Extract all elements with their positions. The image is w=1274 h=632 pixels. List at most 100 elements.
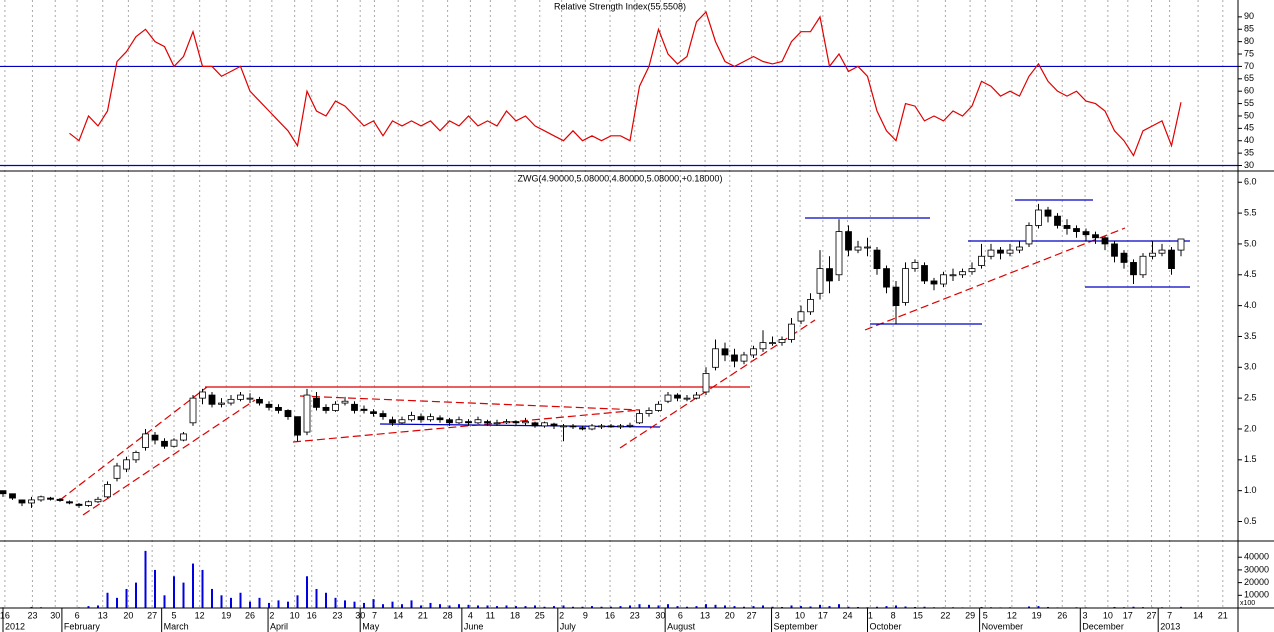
volume-bar — [211, 588, 213, 608]
x-tick-label: 30 — [655, 610, 665, 620]
volume-bar — [372, 599, 375, 608]
volume-bar — [809, 606, 812, 608]
volume-bar — [363, 602, 365, 608]
volume-bar — [1047, 606, 1049, 608]
volume-bar — [752, 606, 755, 608]
x-tick-label: 16 — [0, 610, 10, 620]
candle-body — [1073, 228, 1080, 232]
x-tick-label: 9 — [583, 610, 588, 620]
axis-background — [1238, 0, 1274, 608]
volume-bar — [686, 606, 688, 608]
candle-body — [930, 280, 938, 285]
volume-bar — [543, 606, 546, 608]
month-label: 2013 — [1160, 621, 1180, 631]
candle-body — [940, 274, 947, 285]
volume-bar — [1028, 606, 1030, 608]
candle-body — [892, 286, 900, 307]
x-tick-label: 28 — [443, 610, 453, 620]
x-tick-label: 27 — [1147, 610, 1157, 620]
marks — [0, 10, 1238, 608]
volume-bar — [914, 606, 916, 608]
volume-bar — [724, 605, 726, 608]
volume-bar — [30, 606, 33, 608]
candle-body — [797, 311, 805, 322]
candle-body — [75, 503, 83, 506]
candle-body — [265, 403, 273, 408]
candle-body — [1149, 252, 1156, 257]
trend-line — [292, 409, 641, 443]
candle-body — [161, 440, 168, 447]
candle-body — [142, 433, 149, 448]
volume-bar — [391, 601, 394, 608]
volume-bar — [496, 606, 498, 608]
volume-bar — [600, 606, 603, 608]
y-tick-label: 4.5 — [1244, 269, 1257, 279]
candle-body — [911, 262, 919, 270]
candle-body — [1006, 249, 1014, 254]
x-tick-label: 26 — [1057, 610, 1067, 620]
y-tick-label: 60 — [1244, 86, 1254, 96]
candle-body — [1082, 231, 1090, 236]
candle-body — [1035, 209, 1042, 226]
candle-body — [237, 394, 244, 400]
candle-body — [664, 394, 672, 402]
candle-body — [170, 439, 178, 447]
candle-body — [883, 268, 890, 288]
volume-bar — [106, 592, 109, 608]
x-tick-label: 10 — [1103, 610, 1113, 620]
volume-bar — [344, 600, 346, 608]
y-tick-label: 80 — [1244, 36, 1254, 46]
x-tick-label: 12 — [1007, 610, 1017, 620]
y-tick-label: 70 — [1244, 61, 1254, 71]
candle-body — [655, 403, 662, 411]
x-tick-label: 20 — [725, 610, 735, 620]
month-label: July — [560, 621, 577, 631]
volume-bar — [258, 597, 261, 608]
x-tick-label: 2 — [559, 610, 564, 620]
volume-bar — [116, 597, 118, 608]
y-tick-label: 85 — [1244, 24, 1254, 34]
candle-body — [66, 501, 73, 504]
y-tick-label: 10000 — [1244, 590, 1269, 600]
candle-body — [246, 397, 254, 400]
candle-body — [588, 425, 596, 430]
y-tick-label: 1.0 — [1244, 485, 1257, 495]
candle-body — [1111, 243, 1118, 257]
volume-bar — [401, 604, 403, 608]
volume-bar — [534, 605, 536, 608]
candle-body — [484, 421, 491, 424]
x-tick-label: 18 — [510, 610, 520, 620]
y-tick-label: 2.0 — [1244, 423, 1257, 433]
month-label: June — [464, 621, 484, 631]
y-tick-label: 5.0 — [1244, 238, 1257, 248]
month-label: October — [870, 621, 902, 631]
candle-body — [1025, 225, 1033, 245]
x-tick-label: 10 — [290, 610, 300, 620]
candle-body — [493, 422, 501, 425]
volume-bar — [448, 605, 451, 608]
x-tick-label: 8 — [891, 610, 896, 620]
candle-body — [1016, 246, 1023, 251]
x-tick-label: 14 — [393, 610, 403, 620]
x-tick-label: 11 — [486, 610, 495, 620]
candle-body — [208, 394, 216, 405]
candle-body — [750, 348, 757, 356]
volume-bar — [467, 604, 470, 608]
candle-body — [322, 406, 330, 411]
x-tick-label: 7 — [372, 610, 377, 620]
volume-bar — [838, 604, 840, 608]
price-title: ZWG(4.90000,5.08000,4.80000,5.08000,+0.1… — [518, 173, 723, 183]
month-label: 2012 — [5, 621, 25, 631]
month-label: May — [362, 621, 380, 631]
candle-body — [788, 323, 795, 340]
candle-body — [949, 274, 957, 277]
candle-body — [845, 231, 852, 251]
volume-bar — [1113, 606, 1116, 608]
candle-body — [294, 416, 301, 436]
x-tick-label: 6 — [678, 610, 683, 620]
candle-body — [123, 459, 130, 470]
volume-bar — [1180, 606, 1182, 608]
candle-body — [370, 411, 377, 414]
volume-bar — [192, 563, 194, 608]
y-tick-label: 55 — [1244, 98, 1254, 108]
